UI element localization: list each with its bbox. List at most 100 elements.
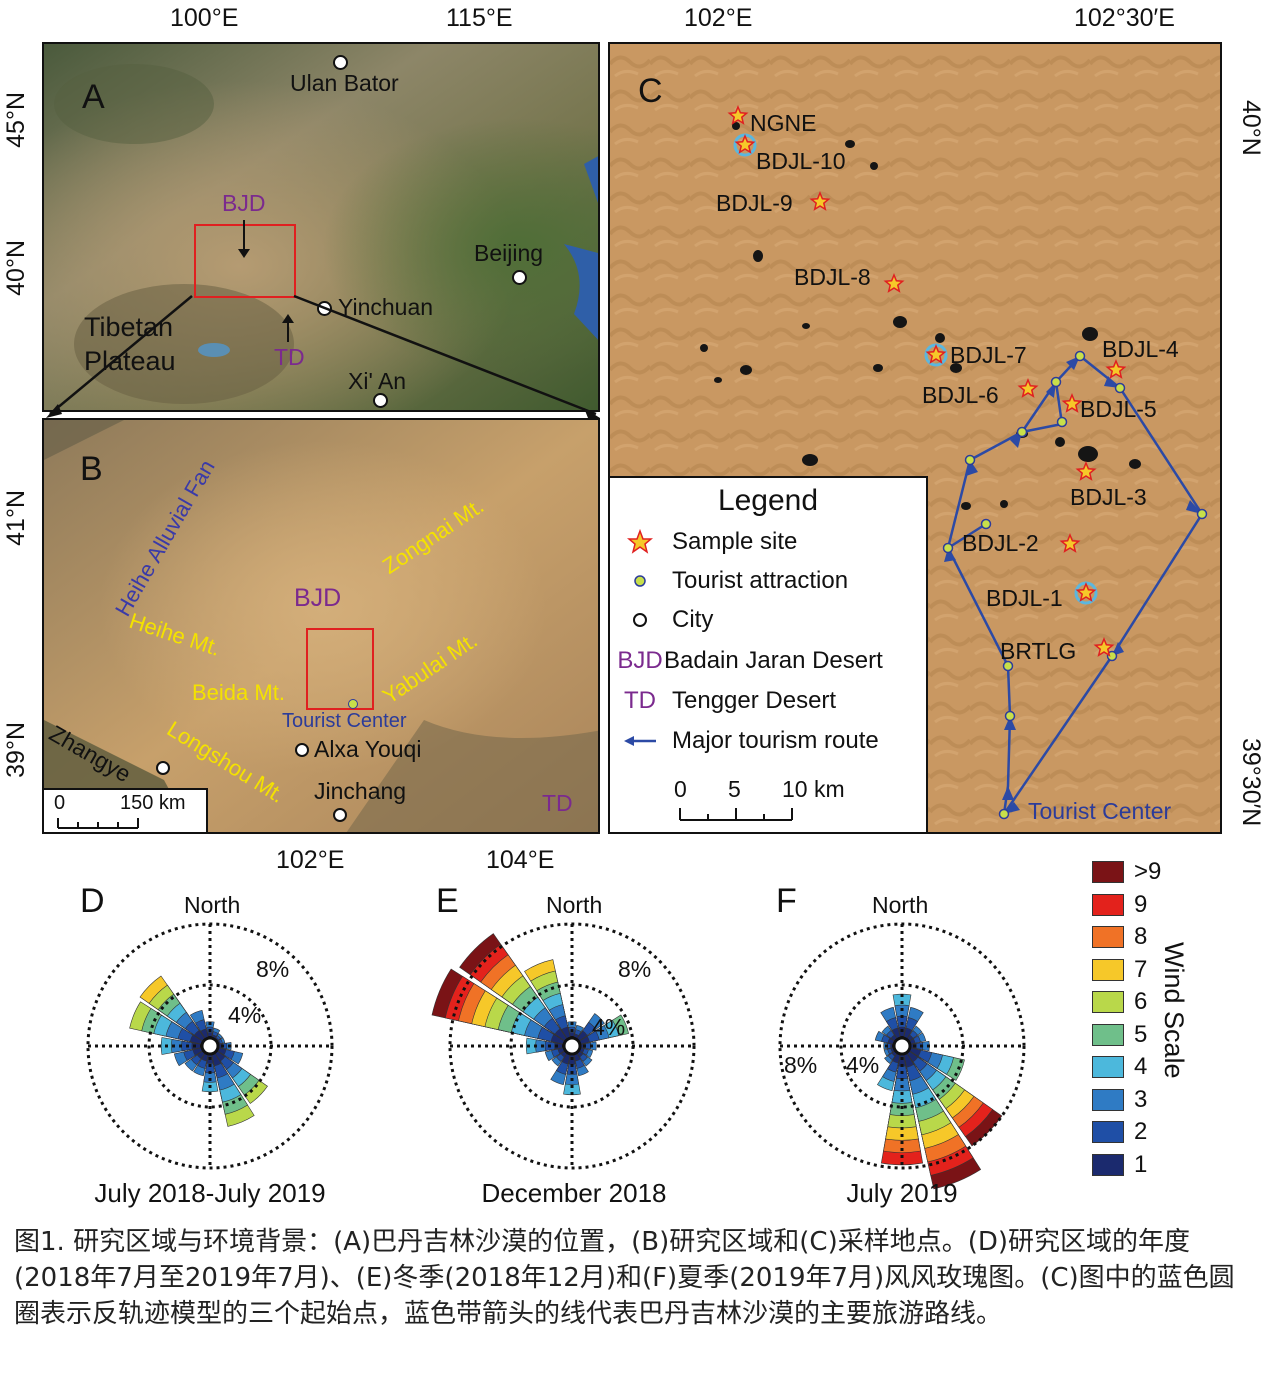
bjd-study-box <box>194 224 296 298</box>
rose-d-north: North <box>184 892 241 918</box>
wind-scale-title: Wind Scale <box>1159 942 1189 1079</box>
td-label-a: TD <box>274 344 305 370</box>
wind-scale-swatch <box>1092 861 1124 883</box>
wind-scale-swatch <box>1092 1153 1124 1176</box>
city-marker-alxa <box>295 743 309 757</box>
wind-scale-row: 8 <box>1092 923 1147 951</box>
city-label-beijing: Beijing <box>474 240 544 266</box>
rose-d-ring-4: 4% <box>228 1002 262 1028</box>
tick-b-bottom-2: 104°E <box>486 846 555 874</box>
legend-sym-bjd: BJD <box>617 647 663 674</box>
site-label-brtlg: BRTLG <box>1000 638 1077 664</box>
wind-scale-label: 8 <box>1134 923 1148 950</box>
city-label-jinchang: Jinchang <box>314 778 407 804</box>
wind-scale-swatch <box>1092 1056 1124 1078</box>
study-area-box <box>306 628 374 710</box>
tick-a-left-1: 45°N <box>2 92 30 148</box>
legend-label-tourist: Tourist attraction <box>672 567 849 594</box>
bjd-arrow <box>243 220 245 252</box>
site-label-bdjl-9: BDJL-9 <box>716 190 793 216</box>
wind-scale-label: >9 <box>1134 858 1162 885</box>
wind-scale-label: 7 <box>1134 955 1148 983</box>
wind-scale-swatch <box>1092 893 1124 916</box>
city-marker-zhangye <box>156 761 170 775</box>
legend-row-bjd: BJD Badain Jaran Desert <box>617 647 882 675</box>
legend-label-city: City <box>672 606 714 633</box>
wind-scale-label: 4 <box>1134 1053 1148 1080</box>
wind-scale-row: 9 <box>1092 891 1147 919</box>
wind-scale-row: 1 <box>1092 1151 1147 1179</box>
rose-e-letter: E <box>436 882 459 920</box>
panel-b-satellite <box>44 420 598 832</box>
legend-row-sample: Sample site <box>622 528 797 556</box>
wind-scale-swatch <box>1092 1088 1124 1111</box>
wind-scale-swatch <box>1092 991 1124 1013</box>
sample-site-star-bdjl-5 <box>1061 393 1083 413</box>
site-label-bdjl-10: BDJL-10 <box>756 148 846 174</box>
city-marker-jinchang <box>333 808 347 822</box>
wind-scale-row: 7 <box>1092 956 1147 984</box>
site-label-bdjl-6: BDJL-6 <box>922 382 999 408</box>
wind-scale-row: 6 <box>1092 988 1147 1016</box>
sample-site-star-ngne <box>727 105 749 125</box>
city-label-ulan-bator: Ulan Bator <box>290 70 399 96</box>
td-label-b: TD <box>542 790 573 816</box>
wind-scale-label: 3 <box>1134 1085 1148 1113</box>
mountain-beida: Beida Mt. <box>192 680 285 705</box>
panel-a-letter: A <box>82 78 105 116</box>
site-label-bdjl-4: BDJL-4 <box>1102 336 1179 362</box>
site-label-bdjl-7: BDJL-7 <box>950 342 1027 368</box>
bjd-arrow-head <box>238 249 250 258</box>
tick-c-top-1: 102°E <box>684 4 753 32</box>
scalebar-b-start: 0 <box>54 792 66 814</box>
tourist-dot-icon <box>634 575 646 587</box>
wind-scale-swatch <box>1092 1121 1124 1143</box>
rose-hub <box>200 1036 220 1056</box>
city-circle-icon <box>633 613 647 627</box>
tick-b-left-2: 39°N <box>2 722 30 778</box>
bjd-label-a: BJD <box>222 190 266 216</box>
rose-f-title: July 2019 <box>846 1178 958 1208</box>
city-marker-yinchuan <box>317 301 332 316</box>
tourist-center-marker-b <box>348 699 358 709</box>
bjd-label-b: BJD <box>294 584 342 612</box>
legend-row-tourist: Tourist attraction <box>622 567 848 595</box>
route-arrow-icon <box>624 736 656 746</box>
sample-site-star-bdjl-3 <box>1075 461 1097 481</box>
wind-scale-row: 4 <box>1092 1053 1147 1081</box>
legend-scalebar <box>679 808 793 821</box>
sample-site-star-bdjl-1 <box>1075 582 1097 602</box>
legend-label-route: Major tourism route <box>672 727 879 754</box>
wind-scale-row: 3 <box>1092 1086 1147 1114</box>
scalebar-b-end: 150 km <box>120 792 186 814</box>
tourist-center-label-c: Tourist Center <box>1028 798 1172 824</box>
legend-row-td: TD Tengger Desert <box>622 687 836 715</box>
td-arrow-head <box>282 314 294 323</box>
site-label-ngne: NGNE <box>750 110 817 136</box>
tick-a-left-2: 40°N <box>2 240 30 296</box>
wind-scale-row: 2 <box>1092 1118 1147 1146</box>
tick-b-bottom-1: 102°E <box>276 846 345 874</box>
city-marker-ulan-bator <box>333 55 348 70</box>
rose-e-title: December 2018 <box>481 1178 667 1208</box>
legend-scale-10: 10 km <box>782 776 845 802</box>
legend-title: Legend <box>717 484 819 517</box>
star-icon <box>627 529 653 554</box>
sample-site-star-brtlg <box>1093 637 1115 657</box>
region-label-line1: Tibetan <box>84 312 174 342</box>
sample-site-star-bdjl-10 <box>734 134 756 154</box>
rose-f <box>778 922 1026 1190</box>
wind-scale-row: 5 <box>1092 1021 1147 1049</box>
tick-a-top-2: 115°E <box>446 4 513 32</box>
rose-e-ring-4: 4% <box>592 1014 626 1040</box>
panel-b-map: B Heihe Alluvial Fan Zongnai Mt. Heihe M… <box>42 418 600 834</box>
legend-scale-5: 5 <box>728 776 741 802</box>
legend-row-route: Major tourism route <box>622 727 879 755</box>
rose-e-ring-8: 8% <box>618 956 652 982</box>
city-marker-beijing <box>512 270 527 285</box>
city-label-xian: Xi' An <box>348 368 407 394</box>
region-label-line2: Plateau <box>84 346 176 376</box>
rose-e <box>431 922 696 1170</box>
tourist-center-label-b: Tourist Center <box>282 710 407 732</box>
rose-e-north: North <box>546 892 603 918</box>
